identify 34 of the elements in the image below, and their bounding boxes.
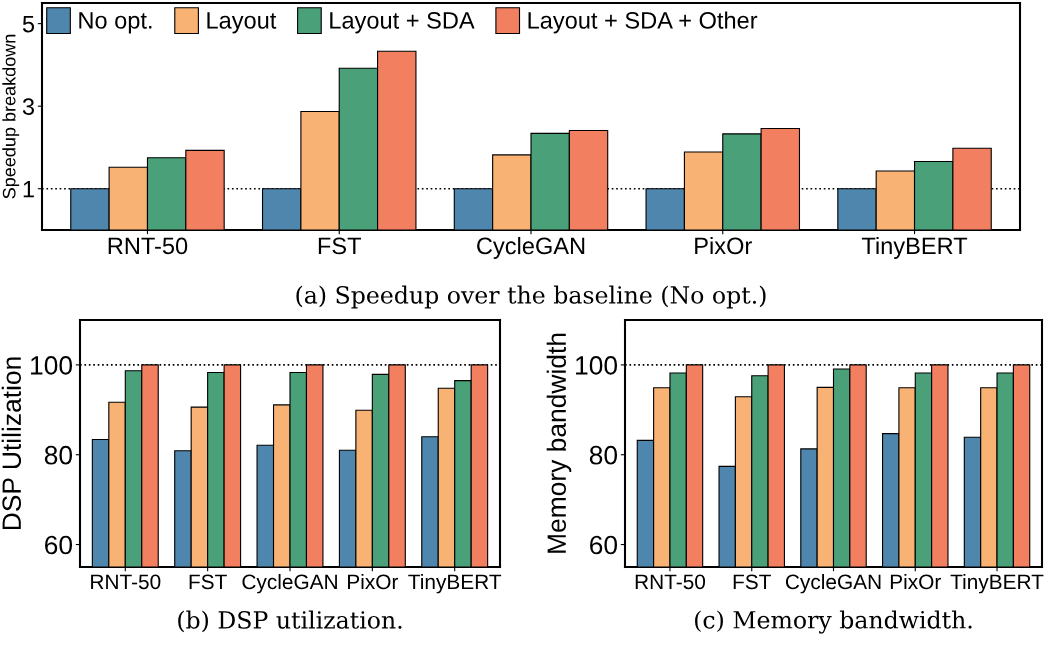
y-tick-label: 60 (590, 535, 618, 555)
x-tick-label: RNT-50 (91, 574, 161, 590)
x-tick-label: FST (733, 574, 771, 590)
x-tick-label: CycleGAN (785, 573, 881, 594)
x-tick-label: PixOr (890, 573, 941, 590)
legend-label: Layout (207, 12, 277, 34)
x-tick-label: CycleGAN (242, 573, 337, 594)
y-tick-label: 100 (576, 356, 618, 375)
legend-label: Layout + SDA (330, 12, 475, 34)
y-axis-title: DSP Utilization (1, 357, 22, 530)
y-tick-label: 100 (31, 356, 73, 375)
x-tick-label: TinyBERT (408, 573, 502, 594)
y-tick-label: 3 (22, 98, 35, 115)
x-tick-label: FST (189, 574, 227, 590)
y-tick-label: 60 (45, 535, 73, 555)
x-tick-label: TinyBERT (861, 236, 968, 259)
text: (b) DSP utilization. (178, 610, 402, 633)
y-tick-label: 80 (589, 445, 618, 465)
y-axis-title: Memory bandwidth (546, 333, 572, 553)
text: (c) Memory bandwidth. (695, 610, 972, 634)
x-tick-label: FST (318, 237, 361, 255)
y-tick-label: 1 (23, 181, 34, 198)
legend-label: No opt. (79, 12, 152, 34)
text: (a) Speedup over the baseline (No opt.) (296, 285, 766, 309)
y-tick-label: 5 (22, 15, 35, 33)
legend-label: Layout + SDA + Other (528, 11, 758, 34)
x-tick-label: CycleGAN (477, 236, 585, 259)
x-tick-label: RNT-50 (108, 237, 188, 255)
x-tick-label: PixOr (695, 236, 752, 255)
x-tick-label: RNT-50 (635, 574, 706, 590)
y-axis-title: Speedup breakdown (2, 34, 20, 199)
x-tick-label: PixOr (348, 573, 399, 590)
y-tick-label: 80 (44, 445, 73, 465)
x-tick-label: TinyBERT (950, 573, 1044, 594)
